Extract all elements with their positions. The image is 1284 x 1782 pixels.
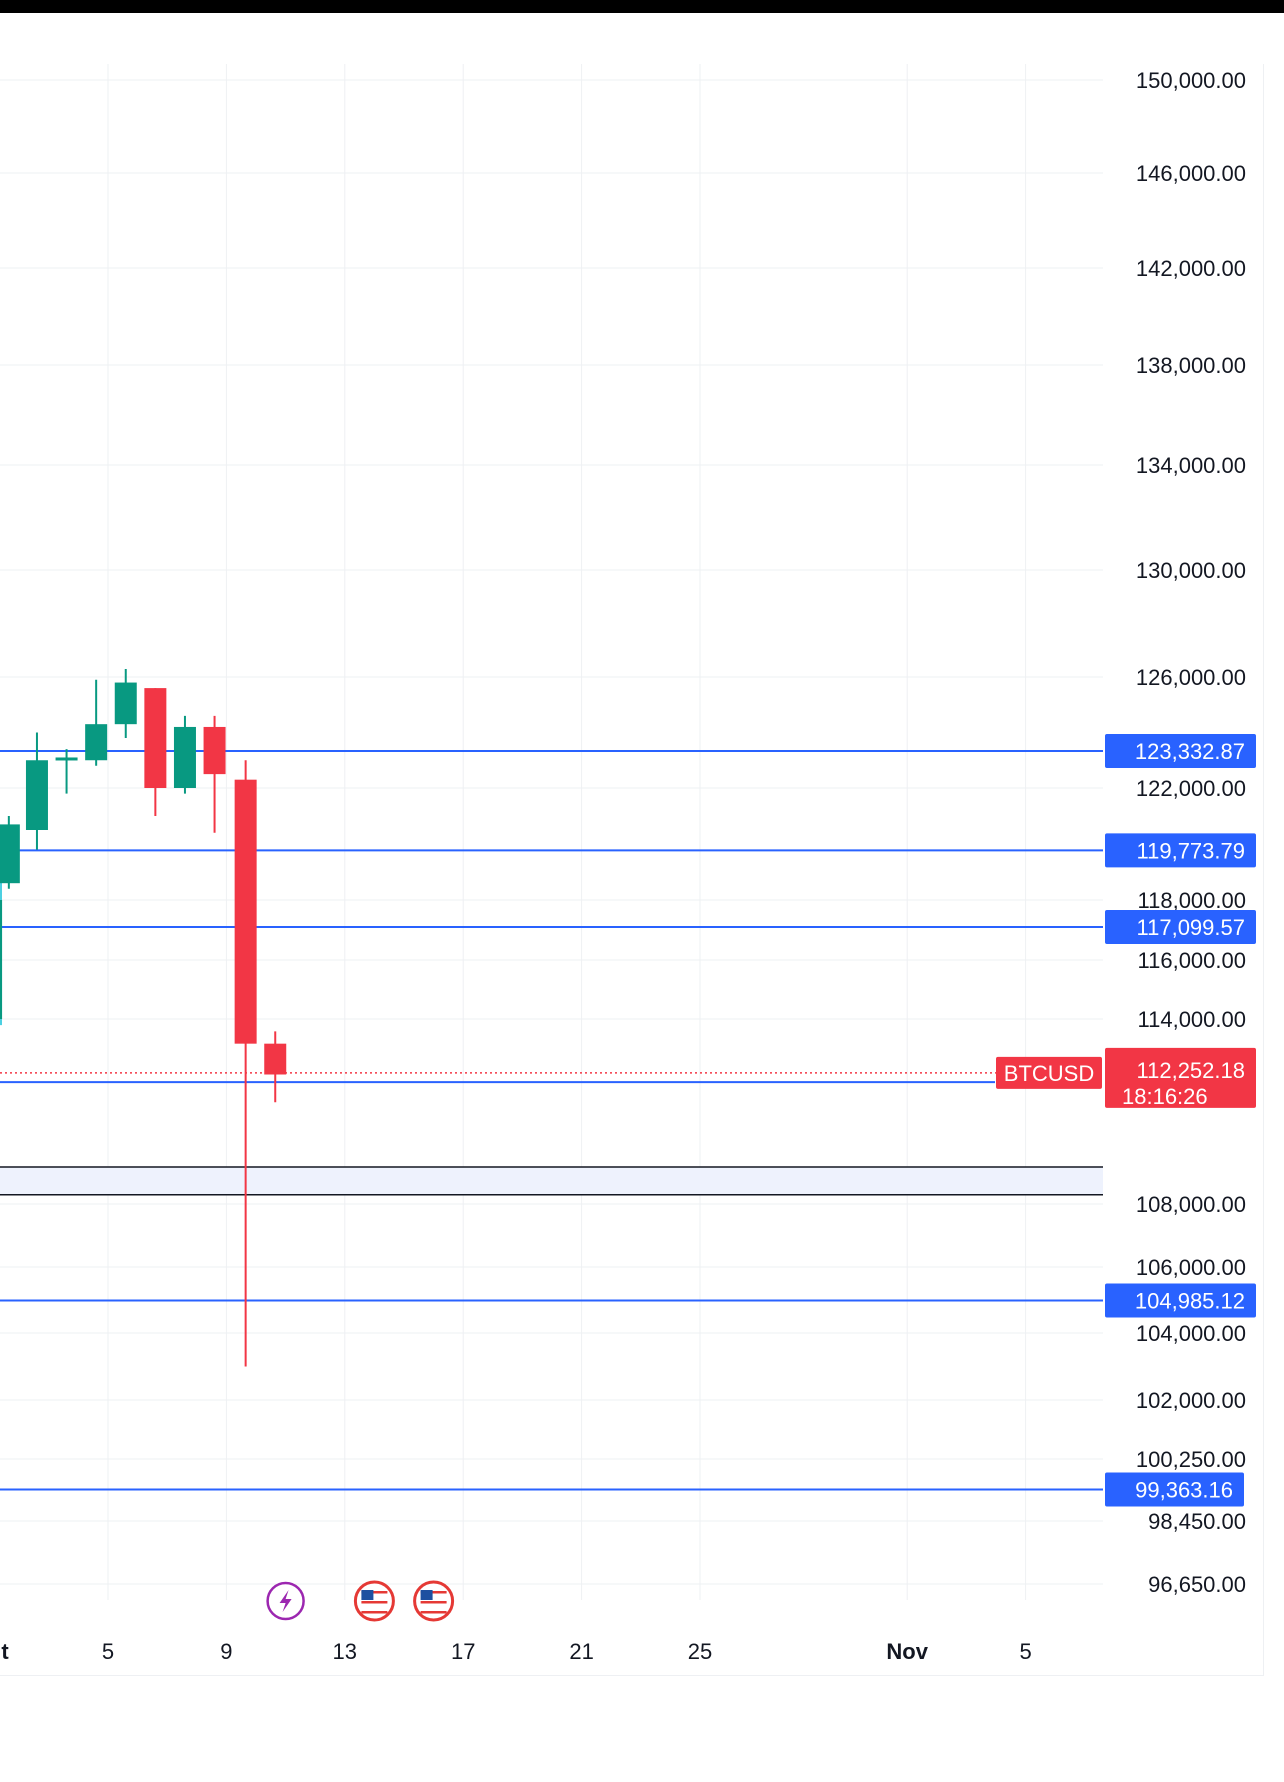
candle-body	[25, 760, 48, 830]
price-tick-label: 96,650.00	[1148, 1572, 1246, 1597]
price-badge-label: 117,099.57	[1137, 915, 1245, 940]
event-markers	[266, 1580, 455, 1622]
candle-body	[234, 779, 257, 1044]
candle	[234, 760, 257, 1367]
price-tick-label: 126,000.00	[1136, 665, 1246, 690]
horizontal-lines	[0, 750, 1103, 1491]
price-tick-label: 114,000.00	[1138, 1007, 1246, 1032]
time-tick-label: 21	[569, 1639, 593, 1664]
price-tick-label: 122,000.00	[1136, 776, 1246, 801]
current-price-value: 112,252.18	[1137, 1058, 1245, 1083]
price-tick-label: 150,000.00	[1136, 68, 1246, 93]
candle	[55, 749, 78, 794]
candle	[0, 816, 20, 889]
price-badge: 123,332.87	[1105, 734, 1256, 769]
candle-body	[0, 824, 20, 884]
top-bar	[0, 0, 1284, 13]
price-tick-label: 104,000.00	[1136, 1321, 1246, 1346]
support-zone	[0, 1166, 1103, 1196]
price-tick-label: 138,000.00	[1136, 353, 1246, 378]
price-badge-bg	[1105, 734, 1256, 769]
price-tick-label: 146,000.00	[1136, 161, 1246, 186]
grid	[0, 64, 1103, 1600]
price-tick-label: 116,000.00	[1138, 948, 1246, 973]
candle	[203, 715, 226, 833]
symbol-badge-bg	[996, 1056, 1102, 1089]
price-badge: 119,773.79	[1105, 833, 1256, 868]
price-tick-label: 108,000.00	[1136, 1192, 1246, 1217]
price-badges: 123,332.87119,773.79117,099.57111,954.62…	[996, 734, 1256, 1507]
price-tick-label: 118,000.00	[1138, 888, 1246, 913]
candle-body	[0, 900, 3, 1019]
current-price-countdown: 18:16:26	[1122, 1084, 1208, 1109]
price-tick-label: 98,450.00	[1148, 1509, 1246, 1534]
candle-body	[203, 726, 226, 775]
price-axis: 150,000.00 146,000.00 142,000.00 138,000.00…	[1136, 68, 1246, 1597]
price-badge: 117,099.57	[1105, 910, 1256, 945]
lightning-icon	[266, 1581, 305, 1621]
us-flag-icon	[353, 1580, 395, 1622]
time-tick-label: 17	[451, 1639, 475, 1664]
time-tick-label: 13	[333, 1639, 357, 1664]
candle-body	[264, 1043, 287, 1075]
chart-frame	[0, 64, 1264, 1676]
candle	[25, 732, 48, 850]
us-flag-icon	[413, 1580, 455, 1622]
time-tick-label: 5	[1019, 1639, 1031, 1664]
candle	[85, 679, 108, 766]
candle	[264, 1031, 287, 1103]
current-price-badge-bg	[1105, 1047, 1256, 1108]
time-tick-label: Nov	[886, 1639, 928, 1664]
time-tick-label: 25	[688, 1639, 712, 1664]
price-badge-label: 123,332.87	[1135, 739, 1245, 764]
symbol-badge-label: BTCUSD	[1004, 1061, 1094, 1086]
price-badge-bg	[1105, 1472, 1244, 1507]
price-badge-bg	[1105, 1283, 1256, 1318]
price-badge-label: 104,985.12	[1135, 1288, 1245, 1313]
candle	[0, 900, 3, 1019]
price-tick-label: 102,000.00	[1136, 1388, 1246, 1413]
price-badge: 99,363.16	[1105, 1472, 1244, 1507]
symbol-badge: BTCUSD	[996, 1056, 1102, 1089]
price-tick-label: 100,250.00	[1136, 1447, 1246, 1472]
candle-body	[144, 688, 167, 788]
price-tick-label: 142,000.00	[1136, 256, 1246, 281]
candle	[173, 715, 196, 794]
candle-body	[85, 724, 108, 761]
candle	[144, 688, 167, 816]
candle-body	[173, 726, 196, 788]
price-badge-label: 99,363.16	[1135, 1478, 1233, 1503]
time-axis: t 5 9 13 17 21 25 Nov 5	[1, 1639, 1031, 1664]
zone-fill	[0, 1167, 1103, 1195]
candle	[114, 668, 137, 739]
price-badge-label: 119,773.79	[1137, 838, 1245, 863]
candles	[0, 668, 287, 1367]
price-tick-label: 134,000.00	[1136, 453, 1246, 478]
price-badge: 104,985.12	[1105, 1283, 1256, 1318]
candle-body	[114, 682, 137, 725]
price-badge-bg	[1105, 833, 1256, 868]
time-tick-label: 5	[102, 1639, 114, 1664]
price-tick-label: 106,000.00	[1136, 1255, 1246, 1280]
price-badge-bg	[1105, 910, 1256, 945]
price-tick-label: 130,000.00	[1136, 558, 1246, 583]
candle-body	[55, 757, 78, 761]
time-tick-label: 9	[220, 1639, 232, 1664]
time-tick-label: t	[1, 1639, 9, 1664]
